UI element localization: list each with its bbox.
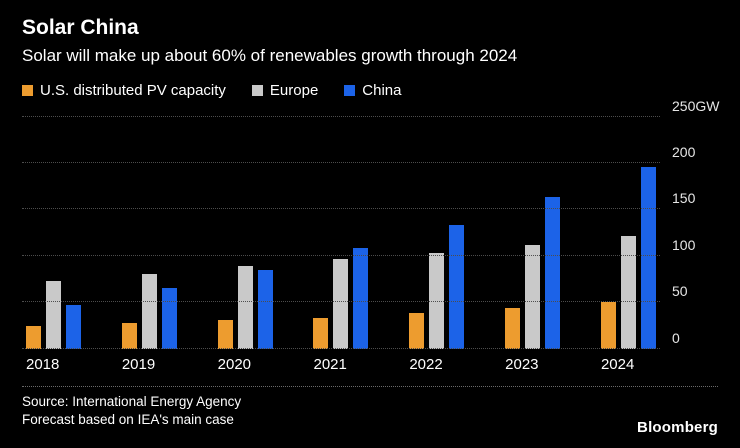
bar — [237, 265, 253, 349]
bar — [161, 288, 177, 349]
source-line-1: Source: International Energy Agency — [22, 393, 242, 409]
x-tick-label: 2022 — [409, 355, 443, 373]
bar-group — [121, 117, 177, 349]
y-tick-label: 0 — [672, 329, 680, 346]
bar — [640, 166, 656, 349]
y-tick-label: 200 — [672, 143, 696, 160]
legend-swatch-us — [22, 84, 33, 96]
y-axis: 0 50 100 150 200 250GW — [664, 98, 719, 349]
y-tick-label: 100 — [672, 236, 696, 253]
bar — [409, 313, 425, 349]
y-tick-label: 250GW — [672, 97, 720, 114]
chart-title: Solar China — [22, 16, 139, 39]
bar — [600, 302, 616, 349]
plot-row: 0 50 100 150 200 250GW — [22, 98, 719, 349]
bar — [545, 197, 561, 349]
legend-label-europe: Europe — [269, 81, 319, 99]
legend-swatch-europe — [251, 84, 263, 96]
gridline — [22, 347, 660, 349]
x-tick-label: 2020 — [217, 355, 252, 373]
bar — [333, 258, 349, 349]
y-tick-label: 150 — [672, 190, 696, 207]
bar-group — [505, 117, 561, 349]
legend-swatch-china — [344, 84, 356, 96]
bar — [26, 326, 41, 349]
bar — [429, 252, 445, 349]
x-tick-label: 2024 — [600, 355, 635, 373]
gridline — [22, 115, 660, 117]
bar — [217, 319, 233, 349]
gridline — [22, 301, 660, 303]
legend-item-china: China — [344, 81, 402, 99]
legend-label-us: U.S. distributed PV capacity — [40, 81, 226, 99]
bar — [620, 236, 636, 349]
x-axis: 2018 2019 2020 2021 2022 2023 2024 — [22, 356, 660, 373]
bar-group — [217, 117, 273, 349]
plot-area — [22, 115, 660, 349]
bar-group — [409, 117, 465, 349]
bloomberg-logo: Bloomberg — [637, 419, 718, 436]
bar — [121, 323, 137, 349]
chart-subtitle: Solar will make up about 60% of renewabl… — [22, 46, 518, 66]
gridline — [22, 254, 660, 256]
legend-item-europe: Europe — [251, 81, 319, 99]
footer-divider — [22, 385, 718, 387]
source-note: Source: International Energy Agency Fore… — [22, 393, 718, 431]
bar — [449, 225, 465, 349]
bar — [353, 248, 369, 349]
bar-group — [26, 117, 81, 349]
bar — [46, 280, 61, 349]
bar — [66, 304, 81, 349]
x-tick-label: 2021 — [313, 355, 347, 373]
x-tick-label: 2019 — [121, 355, 156, 373]
legend: U.S. distributed PV capacity Europe Chin… — [22, 82, 718, 99]
bar-group — [313, 117, 369, 349]
gridline — [22, 208, 660, 210]
legend-item-us: U.S. distributed PV capacity — [22, 82, 226, 99]
x-tick-label: 2023 — [505, 355, 539, 373]
bar — [141, 274, 157, 349]
bar-group — [600, 117, 656, 349]
bar — [313, 317, 329, 349]
bar — [525, 244, 541, 349]
legend-label-china: China — [362, 81, 402, 99]
bar — [505, 307, 521, 349]
y-tick-label: 50 — [672, 283, 688, 300]
source-line-2: Forecast based on IEA's main case — [22, 412, 234, 428]
bar — [257, 269, 273, 349]
x-tick-label: 2018 — [26, 355, 60, 373]
gridline — [22, 161, 660, 163]
bars — [22, 117, 660, 349]
